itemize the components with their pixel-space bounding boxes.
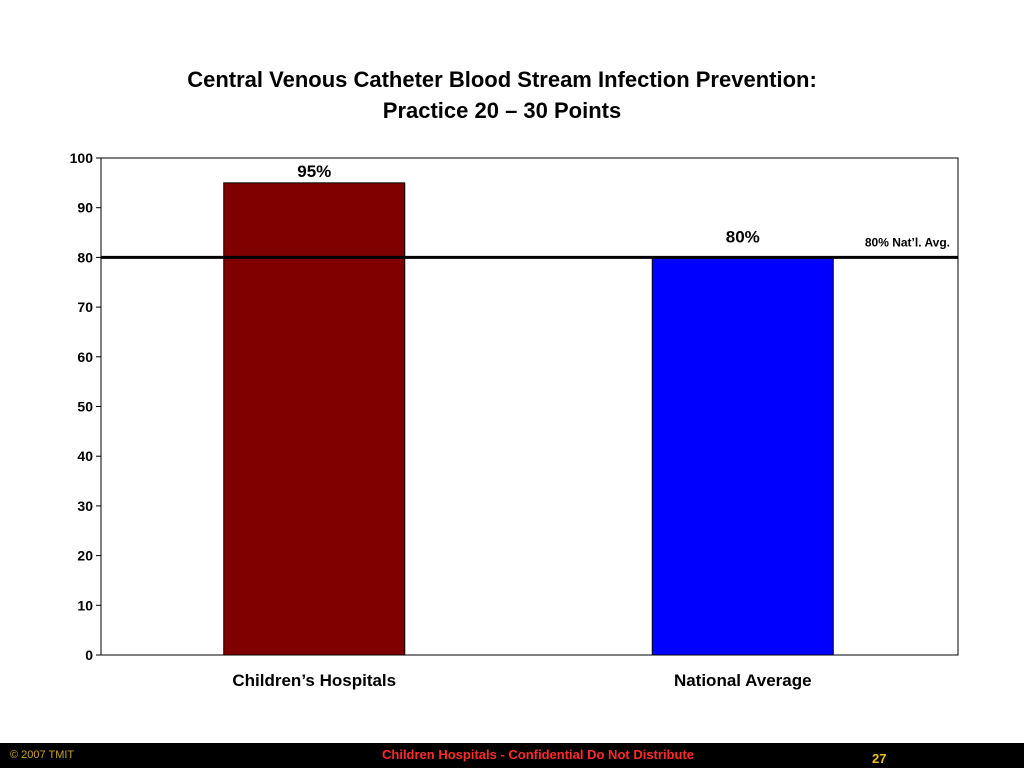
data-label: 95% [297, 162, 331, 181]
y-tick-label: 80 [77, 249, 93, 265]
confidential-notice: Children Hospitals - Confidential Do Not… [382, 747, 694, 762]
page-number: 27 [872, 751, 887, 766]
y-tick-label: 100 [70, 150, 94, 166]
x-category-label: Children’s Hospitals [232, 671, 396, 690]
bar [651, 256, 834, 656]
y-tick-label: 90 [77, 200, 93, 216]
bar-chart: 0 10 20 30 40 50 60 70 80 90 100 95% Children’s Hosp… [70, 150, 959, 690]
bar [223, 182, 406, 656]
x-category-label: National Average [674, 671, 812, 690]
y-tick-label: 70 [77, 299, 93, 315]
copyright-text: © 2007 TMIT [10, 749, 75, 761]
chart-title-line-2: Practice 20 – 30 Points [382, 98, 622, 123]
y-tick-label: 30 [77, 498, 93, 514]
y-tick-label: 50 [77, 399, 93, 415]
reference-line-label: 80% Nat’l. Avg. [865, 235, 950, 249]
chart-title-line-1: Central Venous Catheter Blood Stream Inf… [187, 67, 817, 92]
chart-title: Central Venous Catheter Blood Stream Inf… [0, 64, 1004, 126]
y-tick-label: 0 [85, 647, 93, 663]
footer-bar: © 2007 TMIT Children Hospitals - Confide… [0, 743, 1024, 768]
y-tick-label: 20 [77, 548, 93, 564]
y-tick-label: 10 [77, 597, 93, 613]
data-label: 80% [726, 227, 760, 246]
y-tick-label: 40 [77, 448, 93, 464]
y-tick-label: 60 [77, 349, 93, 365]
